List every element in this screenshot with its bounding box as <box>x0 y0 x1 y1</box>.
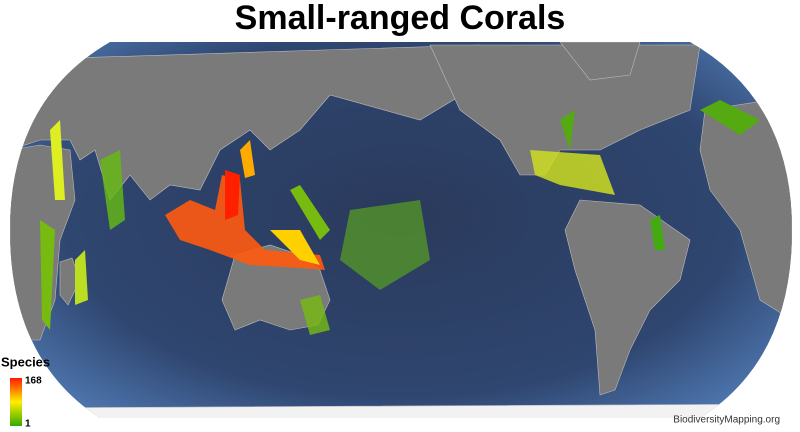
legend-min: 1 <box>25 419 31 430</box>
coral-range <box>40 100 760 335</box>
legend-title: Species <box>1 354 50 369</box>
legend-scale <box>10 378 22 426</box>
continents <box>10 42 792 418</box>
legend-max: 168 <box>25 376 42 387</box>
credit: BiodiversityMapping.org <box>673 415 780 426</box>
title: Small-ranged Corals <box>235 0 566 37</box>
